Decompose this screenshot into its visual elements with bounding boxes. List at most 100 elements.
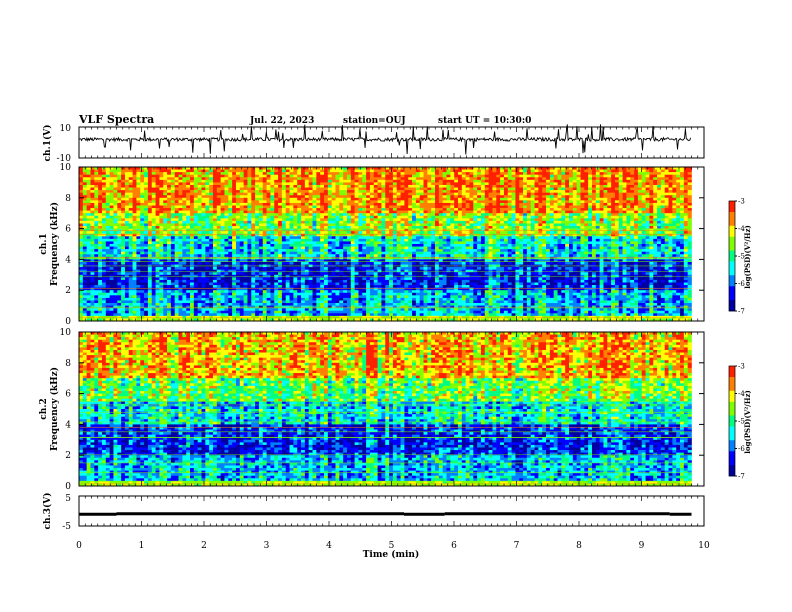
g-spec1-cell (435, 197, 440, 201)
g-spec1-cell (603, 187, 608, 191)
g-spec1-cell (308, 218, 313, 222)
g-spec1-cell (193, 169, 198, 173)
g-spec1-cell (496, 231, 501, 235)
g-spec1-cell (147, 169, 153, 173)
g-spec1-cell (412, 213, 417, 217)
g-spec1-cell (301, 208, 306, 211)
g-spec1-cell (549, 228, 554, 232)
g-spec1-cell (507, 238, 512, 242)
g-spec1-cell (193, 174, 198, 178)
g-spec1-cell (190, 192, 195, 196)
g-spec1-cell (569, 220, 574, 224)
g-spec1-cell (637, 213, 643, 217)
g-spec1-cell (484, 208, 489, 211)
g-spec1-cell (312, 177, 317, 181)
g-spec1-cell (572, 238, 577, 242)
g-spec1-cell (163, 220, 168, 224)
g-spec1-cell (618, 210, 623, 214)
g-spec1-cell (289, 200, 294, 204)
g-spec1-cell (209, 167, 214, 170)
g-spec1-cell (461, 202, 466, 206)
g-spec1-cell (530, 190, 535, 193)
g-spec1-cell (549, 236, 554, 240)
g-spec1-cell (224, 200, 229, 204)
g-spec1-cell (362, 174, 367, 178)
g-spec1-cell (561, 195, 566, 199)
g-spec1-cell (178, 236, 183, 240)
g-spec1-cell (301, 236, 306, 240)
g-spec1-cell (457, 190, 463, 193)
g-spec1-cell (672, 200, 677, 204)
g-spec1-cell (492, 190, 497, 193)
g-spec1-cell (101, 215, 107, 219)
g-spec1-cell (603, 218, 608, 222)
g-spec1-cell (557, 190, 562, 193)
g-spec1-cell (549, 202, 554, 206)
g-spec1-cell (672, 238, 677, 242)
g-spec1-cell (159, 172, 164, 175)
g-spec1-cell (534, 205, 539, 209)
g-spec1-cell (167, 187, 172, 191)
g-spec1-cell (190, 241, 195, 245)
g-spec1-cell (113, 210, 118, 214)
g-spec1-cell (657, 226, 662, 229)
g-spec1-cell (178, 215, 183, 219)
g-spec1-cell (366, 236, 371, 240)
g-spec1-cell (346, 187, 352, 191)
g-spec1-cell (358, 233, 363, 237)
g-spec1-cell (454, 192, 459, 196)
g-spec1-cell (243, 231, 248, 235)
g-spec1-cell (293, 197, 298, 201)
g-spec1-cell (167, 208, 172, 211)
g-spec1-cell (412, 210, 417, 214)
g-spec1-cell (404, 192, 409, 196)
g-spec1-cell (285, 184, 290, 188)
g-spec1-cell (637, 228, 643, 232)
g-spec1-cell (595, 172, 600, 175)
g-spec1-cell (507, 169, 512, 173)
g-spec1-cell (109, 205, 114, 209)
g-spec1-cell (565, 202, 570, 206)
g-spec1-cell (266, 202, 271, 206)
g-spec1-cell (209, 208, 214, 211)
g-spec1-cell (113, 215, 118, 219)
g-spec1-cell (500, 184, 505, 188)
g-spec1-cell (174, 202, 179, 206)
g-spec1-cell (595, 228, 600, 232)
g-spec1-cell (465, 179, 470, 183)
g-spec1-cell (224, 169, 229, 173)
g-spec1-cell (660, 238, 666, 242)
g-spec1-cell (262, 167, 267, 170)
g-spec1-cell (163, 167, 168, 170)
g-spec1-cell (255, 236, 260, 240)
g-spec1-cell (446, 190, 451, 193)
g-spec1-cell (511, 205, 516, 209)
g-spec1-cell (477, 238, 482, 242)
g-spec1-cell (117, 169, 122, 173)
g-spec1-cell (151, 187, 156, 191)
g-spec1-cell (561, 236, 566, 240)
g-spec1-cell (79, 215, 84, 219)
g-spec1-cell (630, 218, 635, 222)
g-spec1-cell (327, 228, 332, 232)
g-spec1-cell (687, 200, 692, 204)
g-spec1-cell (331, 182, 336, 186)
g-spec1-cell (190, 167, 195, 170)
g-spec1-cell (599, 220, 604, 224)
g-spec1-cell (128, 231, 133, 235)
g-spec1-cell (687, 233, 692, 237)
g-spec1-cell (427, 228, 432, 232)
g-spec1-cell (369, 223, 375, 227)
g-spec1-cell (576, 197, 581, 201)
g-spec1-cell (228, 236, 233, 240)
g-spec1-cell (438, 179, 443, 183)
g-spec1-cell (446, 215, 451, 219)
g-spec1-cell (465, 187, 470, 191)
g-spec1-cell (576, 218, 581, 222)
g-spec1-cell (216, 177, 221, 181)
g-spec1-cell (90, 184, 95, 188)
g-spec1-cell (293, 169, 298, 173)
g-spec1-cell (392, 236, 398, 240)
g-spec1-cell (174, 205, 179, 209)
g-spec1-cell (515, 197, 520, 201)
